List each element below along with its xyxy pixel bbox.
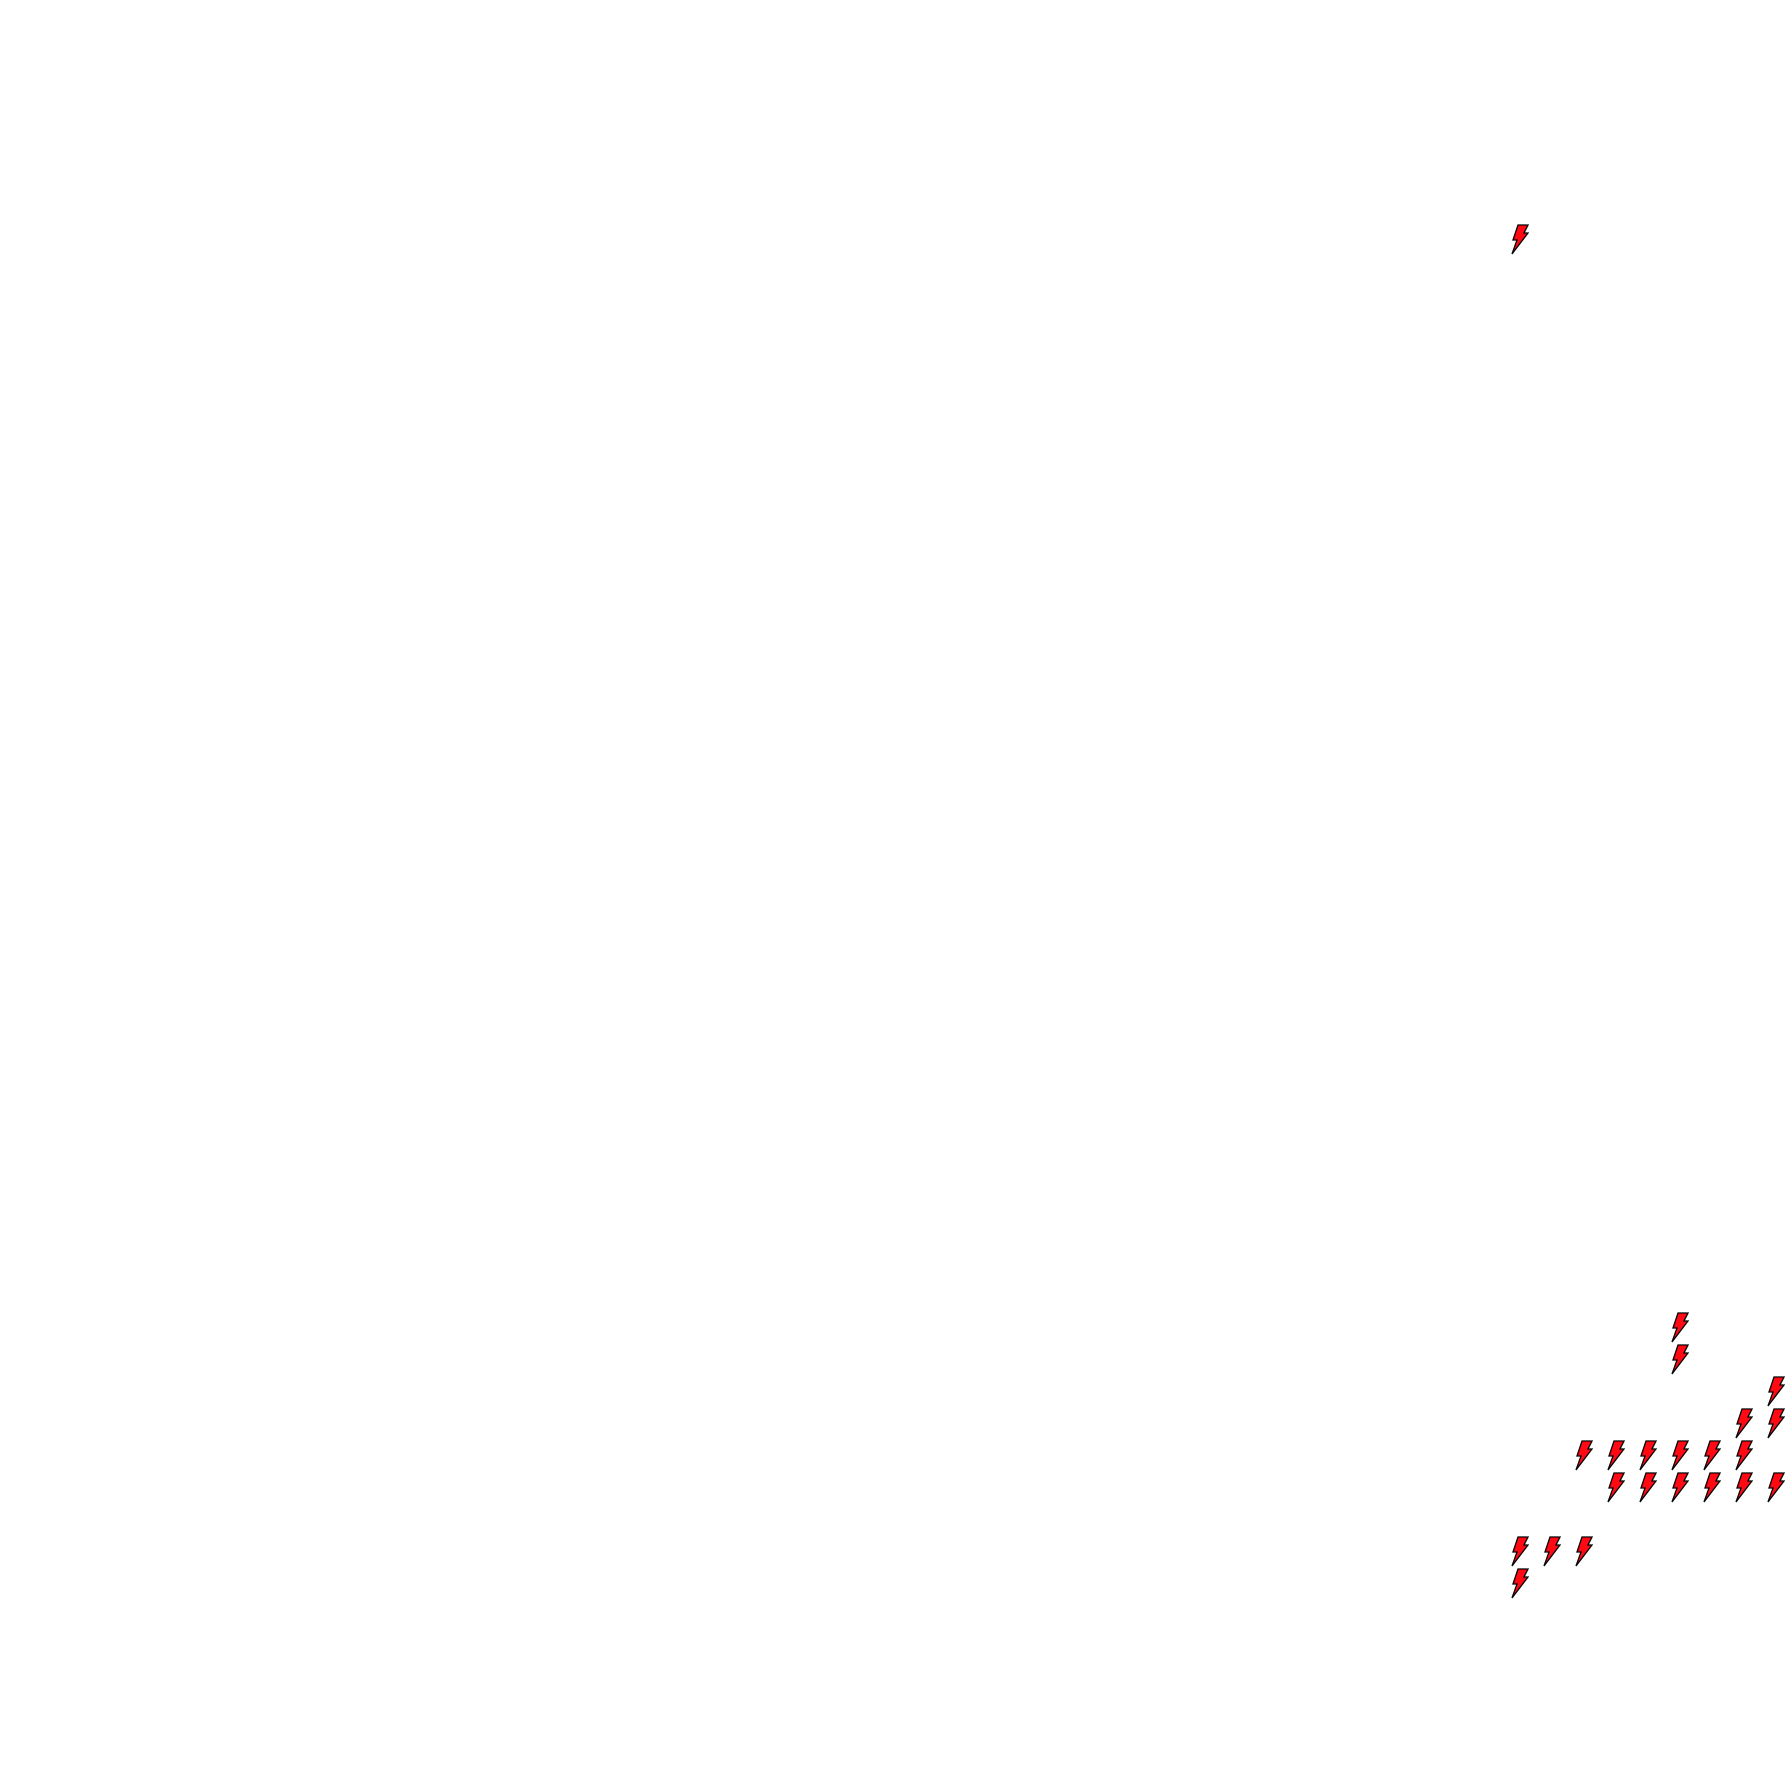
lightning-bolt-icon: [1767, 1472, 1786, 1503]
lightning-bolt-icon: [1511, 1536, 1530, 1567]
lightning-bolt-icon: [1543, 1536, 1562, 1567]
lightning-bolt-icon: [1735, 1440, 1754, 1471]
lightning-bolt-icon: [1607, 1472, 1626, 1503]
lightning-bolt-icon: [1607, 1440, 1626, 1471]
lightning-bolt-icon: [1767, 1376, 1786, 1407]
lightning-bolt-icon: [1639, 1440, 1658, 1471]
lightning-bolt-icon: [1671, 1344, 1690, 1375]
lightning-bolt-icon: [1575, 1440, 1594, 1471]
lightning-bolt-icon: [1511, 224, 1530, 255]
lightning-bolt-icon: [1703, 1440, 1722, 1471]
lightning-bolt-icon: [1767, 1408, 1786, 1439]
lightning-bolt-icon: [1671, 1472, 1690, 1503]
lightning-bolt-icon: [1735, 1472, 1754, 1503]
lightning-bolt-icon: [1703, 1472, 1722, 1503]
lightning-bolt-icon: [1639, 1472, 1658, 1503]
lightning-bolt-icon: [1511, 1568, 1530, 1599]
lightning-bolt-icon: [1735, 1408, 1754, 1439]
lightning-bolt-icon: [1671, 1440, 1690, 1471]
lightning-bolt-icon: [1671, 1312, 1690, 1343]
lightning-bolt-icon: [1575, 1536, 1594, 1567]
